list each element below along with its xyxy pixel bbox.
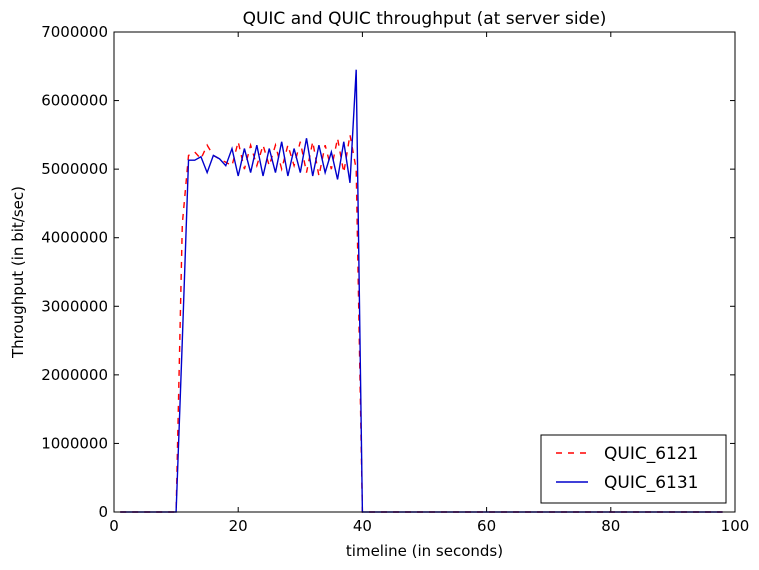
x-tick-label: 60 [477,517,496,535]
legend-label-quic-6131: QUIC_6131 [604,473,698,493]
y-tick-label: 0 [98,503,108,521]
y-tick-label: 1000000 [41,434,108,452]
x-axis-label: timeline (in seconds) [346,542,503,560]
legend-label-quic-6121: QUIC_6121 [604,444,698,464]
y-tick-label: 2000000 [41,366,108,384]
y-tick-label: 3000000 [41,297,108,315]
legend-box [540,434,727,504]
x-tick-label: 0 [109,517,119,535]
y-tick-label: 6000000 [41,92,108,110]
x-tick-label: 40 [353,517,372,535]
y-tick-label: 5000000 [41,160,108,178]
x-tick-label: 20 [229,517,248,535]
chart-title: QUIC and QUIC throughput (at server side… [243,9,607,29]
x-tick-label: 80 [601,517,620,535]
legend: QUIC_6121 QUIC_6131 [540,434,727,504]
axis-ticks: 0 20 40 60 80 100 0 1000000 2000000 3000000 400000… [41,23,749,535]
plot-frame [113,31,736,513]
y-axis-label: Throughput (in bit/sec) [9,186,27,359]
y-tick-label: 4000000 [41,229,108,247]
x-tick-label: 100 [721,517,750,535]
y-tick-label: 7000000 [41,23,108,41]
